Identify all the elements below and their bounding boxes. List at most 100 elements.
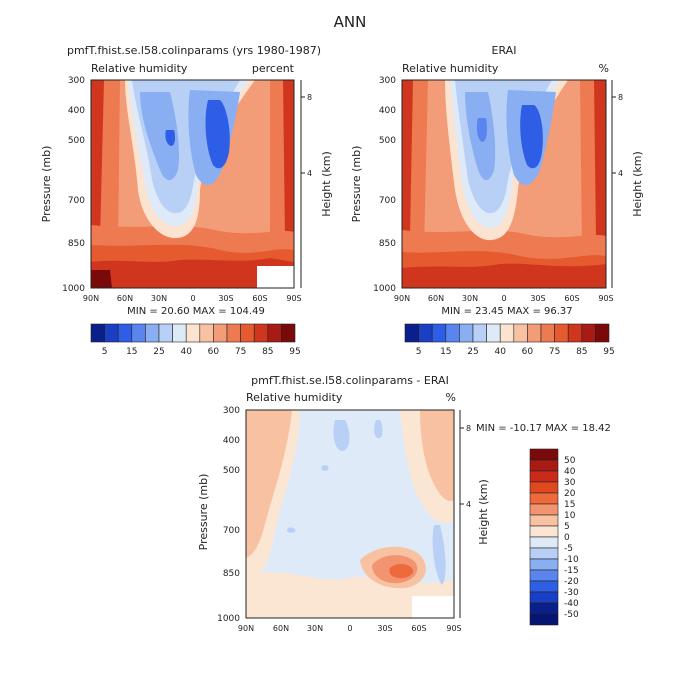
panel-erai-field — [402, 80, 606, 288]
colorbar-swatch — [529, 602, 559, 615]
y-tick-label: 1000 — [62, 284, 85, 294]
colorbar-swatch — [529, 613, 559, 626]
height-tick-label: 8 — [307, 93, 312, 102]
y-tick-label: 1000 — [217, 614, 240, 624]
colorbar-label: 30 — [564, 478, 576, 488]
colorbar-swatch — [104, 323, 119, 343]
x-tick-label: 60N — [117, 294, 133, 303]
colorbar-swatch — [529, 580, 559, 593]
x-tick-label: 0 — [190, 294, 195, 303]
panel-erai-y-ticks: 300 400 500 700 850 1000 — [373, 76, 396, 294]
panel-erai-subtitle-right: % — [599, 62, 609, 75]
colorbar-label: 40 — [564, 467, 576, 477]
colorbar-swatch — [281, 323, 296, 343]
colorbar-label: 50 — [564, 456, 576, 466]
colorbar-swatch — [529, 459, 559, 472]
colorbar-label: 10 — [564, 511, 576, 521]
colorbar-swatch — [529, 503, 559, 516]
colorbar-label: 75 — [235, 347, 246, 357]
x-tick-label: 90S — [286, 294, 301, 303]
panel-diff-subtitle-left: Relative humidity — [246, 391, 343, 404]
colorbar-label: -10 — [564, 555, 579, 565]
y-tick-label: 500 — [379, 136, 396, 146]
y-tick-label: 700 — [68, 196, 85, 206]
x-tick-label: 30N — [151, 294, 167, 303]
panel-diff-stats: MIN = -10.17 MAX = 18.42 — [476, 423, 611, 434]
colorbar-label: 25 — [153, 347, 164, 357]
colorbar-label: 85 — [576, 347, 587, 357]
y-tick-label: 300 — [379, 76, 396, 86]
height-tick-label: 4 — [618, 169, 623, 178]
panel-model-colorbar: 5 15 25 40 60 75 85 95 — [90, 323, 301, 357]
colorbar-swatch — [529, 558, 559, 571]
colorbar-label: -40 — [564, 599, 579, 609]
colorbar-swatch — [529, 536, 559, 549]
x-tick-label: 90S — [598, 294, 613, 303]
height-tick-label: 8 — [466, 424, 471, 433]
panel-diff-plot-frame — [245, 409, 455, 619]
colorbar-swatch — [226, 323, 241, 343]
colorbar-swatch — [172, 323, 187, 343]
y-tick-label: 500 — [68, 136, 85, 146]
colorbar-swatch — [431, 323, 447, 343]
colorbar-swatch — [240, 323, 255, 343]
y-tick-label: 300 — [223, 406, 240, 416]
x-tick-label: 60S — [411, 624, 426, 633]
colorbar-label: 5 — [416, 347, 422, 357]
y-tick-label: 1000 — [373, 284, 396, 294]
panel-model-title: pmfT.fhist.se.l58.colinparams (yrs 1980-… — [67, 44, 321, 57]
colorbar-swatch — [445, 323, 460, 343]
colorbar-label: 5 — [564, 522, 570, 532]
colorbar-swatch — [404, 323, 419, 343]
figure-title: ANN — [334, 13, 367, 31]
x-tick-label: 90N — [238, 624, 254, 633]
panel-erai-title: ERAI — [492, 44, 517, 57]
panel-model-plot-frame — [90, 79, 295, 289]
panel-diff-x-ticks: 90N 60N 30N 0 30S 60S 90S — [238, 624, 462, 633]
colorbar-label: -20 — [564, 577, 579, 587]
colorbar-swatch — [472, 323, 487, 343]
panel-diff-y-ticks: 300 400 500 700 850 1000 — [217, 406, 240, 624]
colorbar-label: 0 — [564, 533, 570, 543]
y-tick-label: 850 — [68, 239, 85, 249]
colorbar-label: 15 — [126, 347, 137, 357]
colorbar-swatch — [90, 323, 105, 343]
colorbar-swatch — [486, 323, 501, 343]
panel-diff-subtitle-right: % — [446, 391, 456, 404]
x-tick-label: 90S — [446, 624, 461, 633]
panel-erai-stats: MIN = 23.45 MAX = 96.37 — [441, 306, 572, 317]
panel-model-ylabel: Pressure (mb) — [40, 146, 53, 223]
colorbar-swatch — [567, 323, 583, 343]
colorbar-swatch — [459, 323, 474, 343]
panel-model: pmfT.fhist.se.l58.colinparams (yrs 1980-… — [40, 44, 333, 357]
panel-model-height-label: Height (km) — [320, 151, 333, 217]
colorbar-swatch — [529, 525, 559, 538]
panel-diff: pmfT.fhist.se.l58.colinparams - ERAI Rel… — [197, 374, 611, 633]
x-tick-label: 60N — [428, 294, 444, 303]
colorbar-swatch — [199, 323, 214, 343]
panel-model-subtitle-left: Relative humidity — [91, 62, 188, 75]
panel-diff-height-axis: 8 4 — [459, 410, 471, 618]
colorbar-label: 85 — [262, 347, 273, 357]
colorbar-label: 20 — [564, 489, 576, 499]
x-tick-label: 30S — [218, 294, 233, 303]
panel-model-y-ticks: 300 400 500 700 850 1000 — [62, 76, 85, 294]
colorbar-label: 75 — [549, 347, 560, 357]
colorbar-swatch — [529, 514, 559, 527]
colorbar-swatch — [529, 470, 559, 483]
panel-erai-colorbar: 5 15 25 40 60 75 85 95 — [404, 323, 615, 357]
x-tick-label: 0 — [347, 624, 352, 633]
colorbar-swatch — [540, 323, 555, 343]
colorbar-swatch — [513, 323, 528, 343]
height-tick-label: 4 — [466, 500, 471, 509]
panel-erai-ylabel: Pressure (mb) — [350, 146, 363, 223]
height-tick-label: 8 — [618, 93, 623, 102]
colorbar-swatch — [253, 323, 269, 343]
x-tick-label: 30N — [307, 624, 323, 633]
panel-erai-height-label: Height (km) — [631, 151, 644, 217]
panel-erai: ERAI Relative humidity % 300 400 500 700 — [350, 44, 644, 357]
panel-diff-field — [246, 410, 454, 618]
colorbar-label: 95 — [289, 347, 300, 357]
